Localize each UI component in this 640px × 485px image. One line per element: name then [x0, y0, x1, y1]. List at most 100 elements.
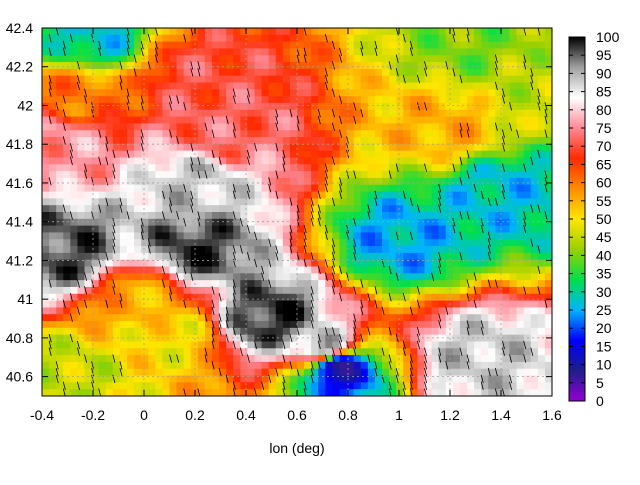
- heatmap-cell: [212, 307, 220, 315]
- heatmap-cell: [396, 259, 404, 268]
- heatmap-cell: [105, 123, 114, 131]
- heatmap-cell: [162, 82, 171, 90]
- heatmap-cell: [275, 41, 284, 50]
- contour-segment: [190, 163, 194, 172]
- heatmap-cell: [502, 109, 511, 118]
- heatmap-cell: [105, 41, 114, 50]
- contour-segment: [282, 340, 286, 350]
- heatmap-cell: [190, 286, 199, 295]
- colorbar-tick-label: 55: [596, 193, 612, 209]
- heatmap-cell: [226, 355, 234, 363]
- contour-segment: [523, 354, 527, 363]
- heatmap-cell: [367, 109, 376, 118]
- heatmap-cell: [176, 157, 185, 165]
- contour-segment: [473, 163, 477, 172]
- heatmap-cell: [488, 28, 496, 36]
- heatmap-cell: [190, 34, 199, 43]
- heatmap-cell: [91, 205, 100, 213]
- heatmap-cell: [56, 293, 64, 302]
- contour-segment: [105, 177, 109, 186]
- heatmap-cell: [268, 334, 277, 343]
- heatmap-cell: [396, 137, 404, 145]
- heatmap-cell: [91, 164, 100, 172]
- heatmap-cell: [488, 143, 496, 152]
- contour-segment: [303, 28, 307, 36]
- heatmap-cell: [459, 109, 468, 118]
- heatmap-cell: [382, 218, 390, 227]
- heatmap-cell: [105, 314, 114, 322]
- heatmap-cell: [403, 246, 411, 254]
- heatmap-cell: [474, 361, 482, 370]
- heatmap-cell: [537, 348, 546, 356]
- heatmap-cell: [63, 286, 71, 295]
- contour-segment: [324, 163, 328, 172]
- contour-segment: [183, 299, 187, 309]
- contour-segment: [530, 156, 534, 166]
- heatmap-cell: [544, 273, 552, 281]
- heatmap-cell: [155, 280, 164, 288]
- heatmap-cell: [98, 164, 107, 172]
- heatmap-cell: [389, 259, 397, 268]
- heatmap-cell: [56, 198, 64, 206]
- heatmap-cell: [537, 157, 546, 165]
- heatmap-cell: [219, 184, 227, 193]
- contour-segment: [268, 258, 272, 268]
- heatmap-cell: [417, 246, 426, 254]
- heatmap-cell: [282, 96, 291, 104]
- heatmap-cell: [127, 334, 135, 343]
- heatmap-cell: [311, 361, 319, 370]
- heatmap-cell: [176, 382, 185, 390]
- heatmap-cell: [275, 327, 284, 336]
- heatmap-cell: [275, 205, 284, 213]
- heatmap-cell: [353, 130, 362, 138]
- heatmap-cell: [403, 96, 411, 104]
- heatmap-cell: [162, 225, 171, 234]
- heatmap-cell: [275, 150, 284, 159]
- heatmap-cell: [247, 116, 256, 124]
- heatmap-cell: [212, 252, 220, 261]
- heatmap-cell: [502, 150, 511, 159]
- heatmap-cell: [396, 102, 404, 111]
- heatmap-cell: [77, 327, 86, 336]
- contour-segment: [353, 286, 357, 295]
- heatmap-cell: [268, 368, 277, 377]
- heatmap-cell: [459, 212, 468, 220]
- heatmap-cell: [509, 307, 518, 315]
- heatmap-cell: [438, 341, 447, 349]
- heatmap-cell: [119, 137, 128, 145]
- heatmap-cell: [219, 62, 227, 70]
- heatmap-cell: [325, 280, 334, 288]
- heatmap-cell: [247, 48, 256, 56]
- heatmap-cell: [112, 293, 121, 302]
- heatmap-cell: [502, 177, 511, 186]
- heatmap-cell: [141, 218, 149, 227]
- heatmap-cell: [424, 198, 433, 206]
- heatmap-cell: [360, 82, 369, 90]
- heatmap-cell: [282, 314, 291, 322]
- heatmap-cell: [42, 41, 50, 50]
- heatmap-cell: [304, 96, 312, 104]
- heatmap-cell: [367, 293, 376, 302]
- heatmap-cell: [537, 273, 546, 281]
- heatmap-cell: [474, 205, 482, 213]
- contour-segment: [339, 47, 343, 57]
- heatmap-cell: [254, 123, 263, 131]
- heatmap-cell: [148, 307, 156, 315]
- heatmap-cell: [495, 314, 504, 322]
- heatmap-cell: [459, 361, 468, 370]
- heatmap-cell: [325, 150, 334, 159]
- heatmap-cell: [190, 191, 199, 199]
- heatmap-cell: [169, 171, 178, 179]
- heatmap-cell: [56, 361, 64, 370]
- heatmap-cell: [431, 157, 440, 165]
- heatmap-cell: [112, 212, 121, 220]
- heatmap-cell: [509, 157, 518, 165]
- heatmap-cell: [176, 314, 185, 322]
- heatmap-cell: [516, 286, 525, 295]
- heatmap-cell: [105, 143, 114, 152]
- heatmap-cell: [353, 286, 362, 295]
- heatmap-cell: [127, 41, 135, 50]
- heatmap-cell: [91, 266, 100, 274]
- heatmap-cell: [247, 102, 256, 111]
- heatmap-cell: [155, 62, 164, 70]
